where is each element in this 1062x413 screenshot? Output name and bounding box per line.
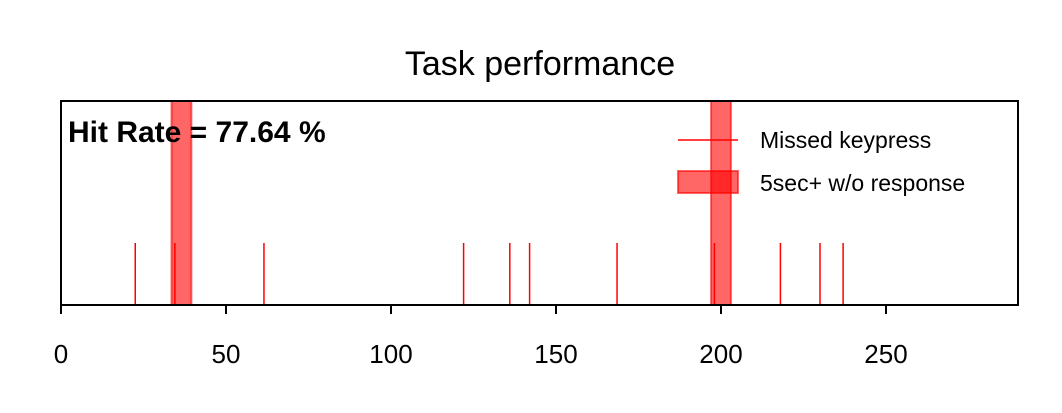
legend-missed-keypress-label: Missed keypress xyxy=(760,127,931,153)
legend-no-response-swatch xyxy=(677,170,739,194)
x-axis: 0 50 100 150 200 250 xyxy=(54,305,908,369)
chart-title: Task performance xyxy=(405,45,675,83)
legend: Missed keypress 5sec+ w/o response xyxy=(677,127,965,196)
x-tick-label-2: 100 xyxy=(369,339,412,369)
x-tick-label-5: 250 xyxy=(864,339,907,369)
axes-frame xyxy=(60,100,1019,306)
plot-area: Hit Rate = 77.64 % xyxy=(60,100,1019,306)
x-tick-label-1: 50 xyxy=(212,339,241,369)
missed-keypress-events xyxy=(134,243,844,305)
x-tick-label-4: 200 xyxy=(699,339,742,369)
legend-no-response-label: 5sec+ w/o response xyxy=(760,170,965,196)
x-tick-label-0: 0 xyxy=(54,339,68,369)
hit-rate-annotation: Hit Rate = 77.64 % xyxy=(68,116,326,149)
x-tick-label-3: 150 xyxy=(534,339,577,369)
